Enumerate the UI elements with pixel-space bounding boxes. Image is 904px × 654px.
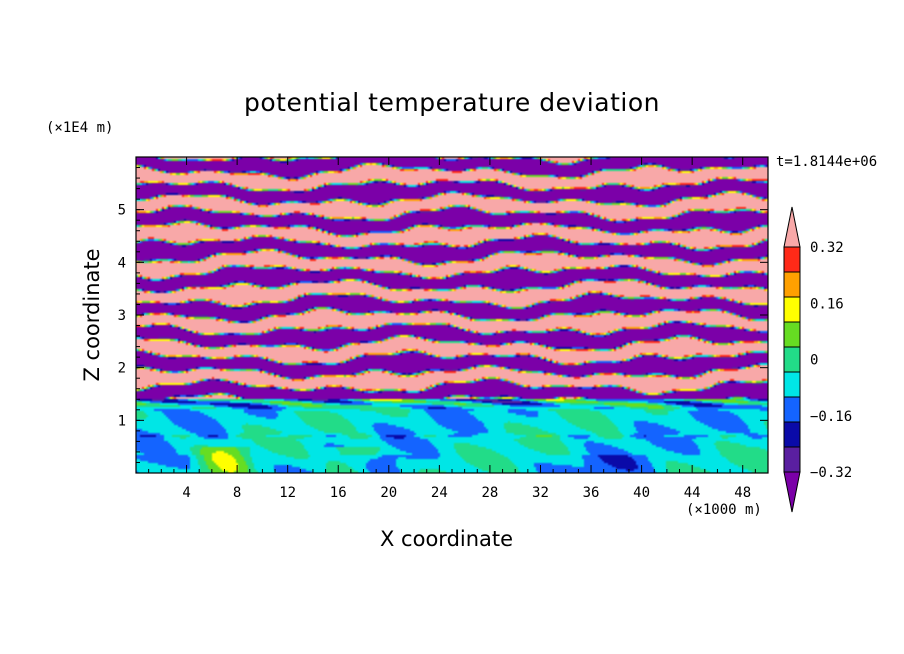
colorbar-box [783, 246, 801, 273]
colorbar-box [783, 321, 801, 348]
colorbar-box [783, 296, 801, 323]
x-tick-label: 24 [431, 485, 448, 501]
x-tick-label: 44 [684, 485, 701, 501]
colorbar-lower-extend [783, 471, 801, 513]
x-axis-ticks: 4 8 12 16 20 24 28 32 36 40 44 48 [148, 157, 756, 501]
chart-title: potential temperature deviation [244, 88, 660, 117]
colorbar-tick-label: −0.32 [810, 465, 852, 481]
contour-field [136, 157, 768, 473]
colorbar-box [783, 371, 801, 398]
x-tick-label: 48 [734, 485, 751, 501]
x-tick-label: 28 [481, 485, 498, 501]
y-tick-label: 5 [118, 203, 126, 219]
x-tick-label: 32 [532, 485, 549, 501]
colorbar-tick-label: 0.32 [810, 240, 844, 256]
colorbar-box [783, 271, 801, 298]
x-tick-label: 40 [633, 485, 650, 501]
x-tick-label: 20 [380, 485, 397, 501]
colorbar-box [783, 446, 801, 473]
colorbar-tick-label: 0 [810, 353, 818, 369]
colorbar-tick-label: −0.16 [810, 409, 852, 425]
y-tick-label: 1 [118, 413, 126, 429]
x-tick-label: 4 [182, 485, 190, 501]
x-axis-label: X coordinate [380, 527, 514, 551]
colorbar-box [783, 346, 801, 373]
colorbar-tick-label: 0.16 [810, 296, 844, 312]
y-axis-unit: (×1E4 m) [46, 120, 114, 136]
contour-raster [136, 157, 768, 473]
y-tick-label: 2 [118, 361, 126, 377]
x-tick-label: 12 [279, 485, 296, 501]
colorbar-box [783, 396, 801, 423]
y-tick-label: 3 [118, 308, 126, 324]
colorbar-upper-extend [783, 206, 801, 248]
time-label: t=1.8144e+06 [776, 154, 878, 170]
colorbar: 0.32 0.16 0 −0.16 −0.32 [783, 206, 852, 513]
y-axis-ticks: 1 2 3 4 5 [118, 167, 768, 463]
x-tick-label: 16 [330, 485, 347, 501]
y-tick-label: 4 [118, 255, 126, 271]
colorbar-box [783, 421, 801, 448]
x-tick-label: 36 [583, 485, 600, 501]
x-tick-label: 8 [233, 485, 241, 501]
x-axis-unit: (×1000 m) [686, 502, 762, 518]
